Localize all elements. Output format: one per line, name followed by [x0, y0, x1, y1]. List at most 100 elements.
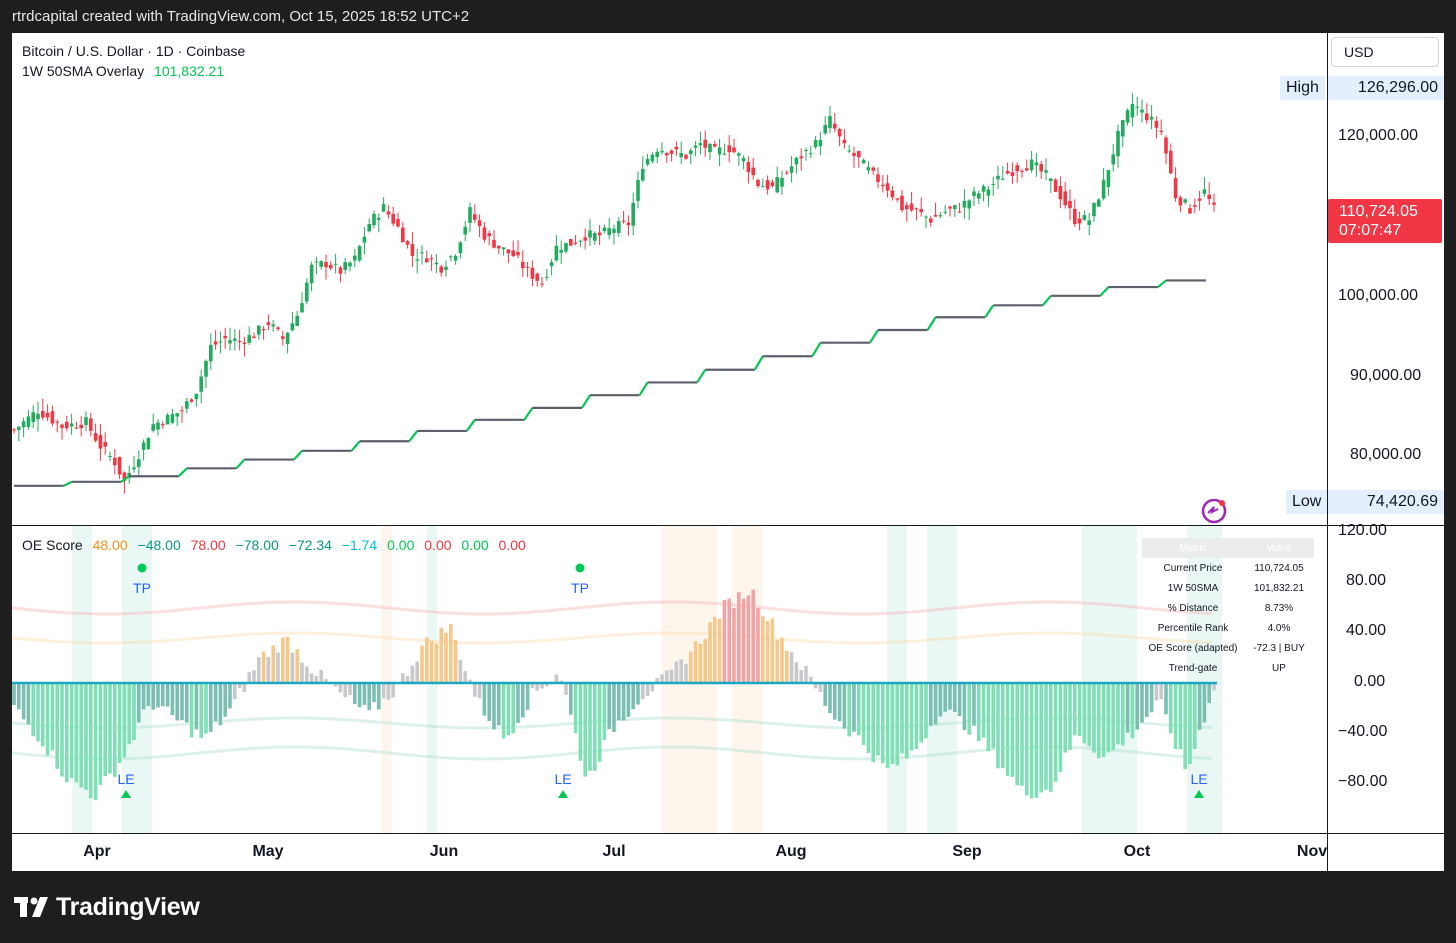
candle-body — [314, 261, 319, 263]
candle-body — [909, 203, 914, 211]
oe-histogram-bar — [338, 683, 343, 693]
oe-histogram-bar — [1159, 683, 1163, 700]
oe-histogram-bar — [564, 683, 568, 695]
oe-histogram-bar — [429, 640, 434, 683]
candle-body — [261, 329, 266, 331]
candle-body — [468, 207, 472, 223]
candle-body — [540, 283, 544, 285]
oe-histogram-bar — [314, 676, 319, 683]
oe-histogram-bar — [492, 683, 496, 730]
candle-body — [420, 252, 424, 254]
candle-body — [1101, 180, 1106, 199]
oe-histogram-bar — [799, 670, 803, 683]
oe-histogram-bar — [1025, 683, 1029, 796]
oe-histogram-bar — [693, 641, 698, 683]
oe-histogram-bar — [1140, 683, 1144, 723]
oe-histogram-bar — [1082, 683, 1087, 744]
sma-step — [120, 475, 130, 483]
oe-histogram-bar — [309, 673, 314, 683]
candle-body — [837, 128, 842, 137]
candle-body — [689, 150, 693, 155]
oe-histogram-bar — [324, 679, 328, 683]
oe-histogram-bar — [468, 679, 472, 683]
candle-body — [924, 216, 928, 218]
candle-body — [881, 184, 885, 187]
candle-body — [401, 227, 405, 243]
candle-body — [1193, 205, 1197, 207]
candle-body — [324, 262, 328, 268]
oe-histogram-bar — [775, 639, 779, 683]
oe-histogram-bar — [189, 683, 194, 738]
candle-body — [861, 159, 866, 164]
le-arrow — [558, 790, 568, 798]
oe-histogram-bar — [276, 652, 280, 683]
metrics-header: Metric — [1142, 538, 1244, 558]
candle-body — [338, 267, 343, 274]
candle-body — [679, 153, 683, 158]
oe-histogram-bar — [281, 637, 285, 683]
overlay-legend[interactable]: 1W 50SMA Overlay 101,832.21 — [22, 63, 230, 79]
candle-body — [516, 251, 520, 256]
candle-body — [122, 472, 127, 481]
candle-body — [1039, 163, 1043, 172]
oe-histogram-bar — [372, 683, 376, 703]
oe-histogram-bar — [170, 683, 175, 716]
oe-histogram-bar — [132, 683, 136, 741]
oe-histogram-bar — [305, 666, 309, 683]
candle-body — [434, 262, 439, 265]
candle-body — [804, 149, 808, 152]
candle-body — [185, 401, 189, 409]
oe-histogram-bar — [1001, 683, 1005, 769]
oe-histogram-bar — [185, 683, 189, 723]
oe-histogram-bar — [290, 652, 295, 683]
high-label: High — [1280, 76, 1325, 100]
candle-body — [180, 410, 184, 412]
metric-value: UP — [1272, 662, 1286, 674]
candle-body — [21, 421, 26, 428]
metric-value: -72.3 | BUY — [1253, 642, 1305, 654]
price-tick: 90,000.00 — [1350, 367, 1422, 384]
oe-zone — [887, 526, 907, 833]
candle-body — [1207, 194, 1211, 200]
candle-body — [847, 150, 851, 152]
price-tick: 120,000.00 — [1338, 127, 1419, 144]
oe-histogram-bar — [617, 683, 621, 721]
candle-body — [218, 341, 223, 343]
oe-histogram-bar — [1087, 683, 1091, 747]
oe-legend[interactable]: OE Score 48.00 −48.00 78.00 −78.00 −72.3… — [22, 537, 532, 553]
oe-histogram-bar — [1130, 683, 1135, 739]
oe-histogram-bar — [65, 683, 69, 783]
indicator-logo-icon[interactable] — [1200, 497, 1228, 525]
candle-body — [1154, 121, 1159, 128]
oe-histogram-bar — [895, 683, 899, 766]
oe-histogram-bar — [127, 683, 131, 745]
candle-body — [943, 211, 947, 213]
oe-histogram-bar — [972, 683, 976, 726]
caption-text: rtrdcapital created with TradingView.com… — [12, 8, 470, 25]
tradingview-logo[interactable]: TradingView — [14, 893, 200, 922]
oe-histogram-bar — [1039, 683, 1043, 793]
sma-step — [1041, 295, 1052, 307]
candle-body — [309, 264, 314, 284]
oe-band — [12, 600, 1213, 616]
le-arrow — [1194, 790, 1204, 798]
symbol-legend[interactable]: Bitcoin / U.S. Dollar · 1D · Coinbase — [22, 43, 251, 59]
oe-histogram-bar — [660, 674, 664, 683]
candle-body — [65, 421, 69, 429]
candle-body — [554, 245, 559, 261]
oe-histogram-bar — [477, 683, 482, 699]
chart-canvas[interactable] — [12, 33, 1444, 871]
oe-histogram-bar — [785, 650, 789, 683]
currency-selector[interactable]: USD — [1331, 37, 1439, 67]
candle-body — [333, 263, 338, 265]
oe-histogram-bar — [708, 621, 712, 683]
candle-body — [900, 195, 904, 211]
chart-area[interactable]: Bitcoin / U.S. Dollar · 1D · Coinbase 1W… — [12, 33, 1444, 871]
oe-histogram-bar — [650, 683, 655, 692]
sma-step — [811, 342, 822, 357]
candle-body — [578, 240, 583, 242]
oe-zone — [382, 526, 392, 833]
candle-body — [204, 360, 208, 377]
sma-step — [1099, 286, 1110, 297]
candle-body — [885, 183, 890, 191]
